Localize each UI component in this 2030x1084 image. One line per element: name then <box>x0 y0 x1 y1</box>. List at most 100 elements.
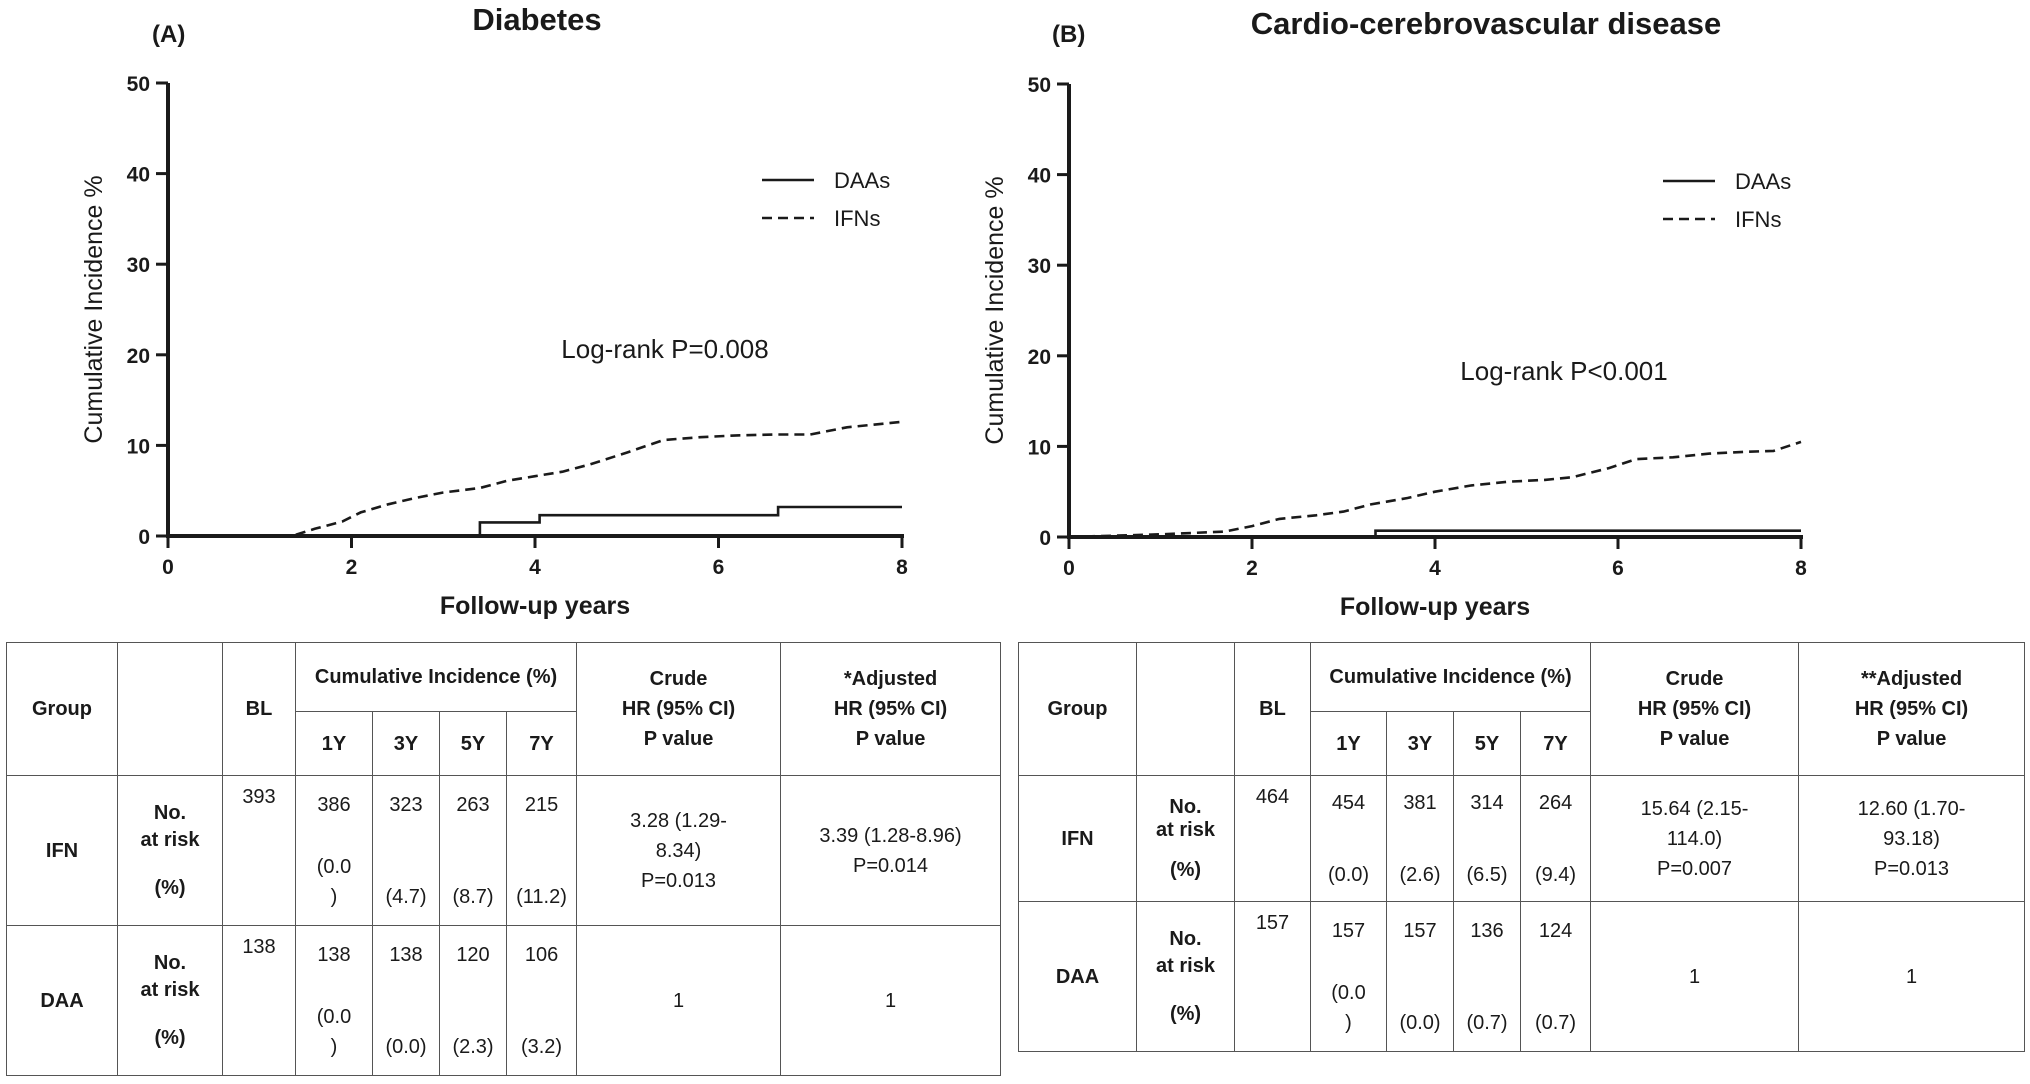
year-cell: 381 (2.6) <box>1386 775 1454 902</box>
x-tick-label: 6 <box>713 556 725 579</box>
bl-cell: 157 <box>1234 901 1311 1052</box>
adjusted-hr-cell: 12.60 (1.70- 93.18) P=0.013 <box>1798 775 2026 902</box>
header-bl: BL <box>1234 642 1311 776</box>
logrank-annotation: Log-rank P<0.001 <box>1460 356 1667 386</box>
year-cell: 106 (3.2) <box>505 925 578 1076</box>
risk-table-b: Group BL Cumulative Incidence (%) Crude … <box>1018 642 2026 1052</box>
header-7y: 7Y <box>1519 711 1592 776</box>
header-bl: BL <box>222 642 296 776</box>
panel-label: (B) <box>1052 21 1085 48</box>
series-line-ifns <box>168 420 903 538</box>
x-axis-label: Follow-up years <box>1340 593 1530 621</box>
year-cell: 454 (0.0) <box>1310 775 1387 902</box>
header-adjusted: *Adjusted HR (95% CI) P value <box>780 642 1002 776</box>
year-cell: 136 (0.7) <box>1453 901 1521 1052</box>
group-cell: IFN <box>6 775 118 926</box>
bl-cell: 464 <box>1234 775 1311 902</box>
header-cumulative: Cumulative Incidence (%) <box>294 642 578 712</box>
crude-hr-cell: 1 <box>576 925 782 1076</box>
row-label-cell: No. at risk (%) <box>1136 901 1235 1052</box>
year-cell: 157 (0.0) <box>1386 901 1454 1052</box>
table-row: IFN No. at risk (%) 393 386 (0.0 ) 323 (4.… <box>6 775 1002 926</box>
year-cell: 138 (0.0) <box>372 925 440 1076</box>
year-cell: 157 (0.0 ) <box>1310 901 1387 1052</box>
x-tick-label: 2 <box>346 556 358 579</box>
year-cell: 124 (0.7) <box>1519 901 1592 1052</box>
year-cell: 323 (4.7) <box>372 775 440 926</box>
bl-cell: 138 <box>222 925 296 1076</box>
adjusted-hr-cell: 1 <box>1798 901 2026 1052</box>
series-line-daas <box>1069 529 1801 539</box>
adjusted-hr-cell: 1 <box>780 925 1002 1076</box>
year-cell: 263 (8.7) <box>439 775 507 926</box>
year-cell: 138 (0.0 ) <box>295 925 373 1076</box>
legend-label: DAAs <box>834 168 890 193</box>
panel-b: (B) Cardio-cerebrovascular disease 0 10 20 30… <box>981 0 2030 1084</box>
y-axis-label: Cumulative Incidence % <box>981 176 1009 444</box>
legend-label: DAAs <box>1735 169 1791 194</box>
adjusted-hr-cell: 3.39 (1.28-8.96) P=0.014 <box>780 775 1002 926</box>
y-tick-label: 0 <box>138 526 150 549</box>
y-tick-label: 50 <box>127 73 150 96</box>
year-cell: 314 (6.5) <box>1453 775 1521 902</box>
y-tick-label: 30 <box>1028 255 1051 278</box>
header-blank <box>117 642 223 776</box>
y-tick-label: 0 <box>1039 527 1051 550</box>
legend-label: IFNs <box>834 206 880 231</box>
x-tick-label: 2 <box>1246 557 1258 580</box>
panel-a: (A) Diabetes 0 10 20 30 40 50 0 2 4 6 8 Cumulative In… <box>0 0 1010 1084</box>
group-cell: DAA <box>6 925 118 1076</box>
header-adjusted: **Adjusted HR (95% CI) P value <box>1798 642 2026 776</box>
group-cell: DAA <box>1018 901 1137 1052</box>
chart-title: Diabetes <box>472 2 601 37</box>
x-tick-label: 8 <box>1795 557 1807 580</box>
panel-label: (A) <box>152 21 185 48</box>
x-tick-label: 0 <box>162 556 174 579</box>
chart-title: Cardio-cerebrovascular disease <box>1251 6 1721 41</box>
risk-table-a: Group BL Cumulative Incidence (%) Crude … <box>6 642 1002 1076</box>
y-tick-label: 50 <box>1028 74 1051 97</box>
legend-label: IFNs <box>1735 207 1781 232</box>
crude-hr-cell: 15.64 (2.15- 114.0) P=0.007 <box>1590 775 1800 902</box>
logrank-annotation: Log-rank P=0.008 <box>561 334 768 364</box>
row-label-cell: No. at risk (%) <box>117 925 223 1076</box>
x-tick-label: 8 <box>896 556 908 579</box>
header-5y: 5Y <box>1453 711 1521 776</box>
y-tick-label: 40 <box>127 164 150 187</box>
year-cell: 215 (11.2) <box>505 775 578 926</box>
y-tick-label: 30 <box>127 254 150 277</box>
y-tick-label: 20 <box>1028 346 1051 369</box>
chart-a: (A) Diabetes 0 10 20 30 40 50 0 2 4 6 8 Cumulative In… <box>80 2 908 620</box>
year-cell: 386 (0.0 ) <box>295 775 373 926</box>
series-line-ifns <box>1068 440 1802 539</box>
header-1y: 1Y <box>295 711 373 776</box>
header-1y: 1Y <box>1310 711 1387 776</box>
year-cell: 264 (9.4) <box>1519 775 1592 902</box>
x-tick-label: 4 <box>529 556 541 579</box>
chart-b: (B) Cardio-cerebrovascular disease 0 10 20 30… <box>981 6 1807 621</box>
table-row: DAA No. at risk (%) 138 138 (0.0 ) 138 (0.… <box>6 925 1002 1076</box>
header-crude: Crude HR (95% CI) P value <box>1590 642 1800 776</box>
y-axis-label: Cumulative Incidence % <box>80 175 108 443</box>
header-cumulative: Cumulative Incidence (%) <box>1309 642 1592 712</box>
x-tick-label: 4 <box>1429 557 1441 580</box>
y-tick-label: 10 <box>1028 436 1051 459</box>
header-blank <box>1136 642 1235 776</box>
bl-cell: 393 <box>222 775 296 926</box>
row-label-cell: No. at risk (%) <box>1136 775 1235 902</box>
y-tick-label: 10 <box>127 435 150 458</box>
y-tick-label: 20 <box>127 345 150 368</box>
header-group: Group <box>6 642 118 776</box>
group-cell: IFN <box>1018 775 1137 902</box>
x-tick-label: 6 <box>1612 557 1624 580</box>
header-3y: 3Y <box>372 711 440 776</box>
crude-hr-cell: 1 <box>1590 901 1800 1052</box>
row-label-cell: No. at risk (%) <box>117 775 223 926</box>
table-row: IFN No. at risk (%) 464 454 (0.0) 381 (2.6… <box>1018 775 2026 902</box>
header-group: Group <box>1018 642 1137 776</box>
y-tick-label: 40 <box>1028 165 1051 188</box>
header-3y: 3Y <box>1386 711 1454 776</box>
x-axis-label: Follow-up years <box>440 592 630 620</box>
table-row: DAA No. at risk (%) 157 157 (0.0 ) 157 (0.… <box>1018 901 2026 1052</box>
header-7y: 7Y <box>505 711 578 776</box>
